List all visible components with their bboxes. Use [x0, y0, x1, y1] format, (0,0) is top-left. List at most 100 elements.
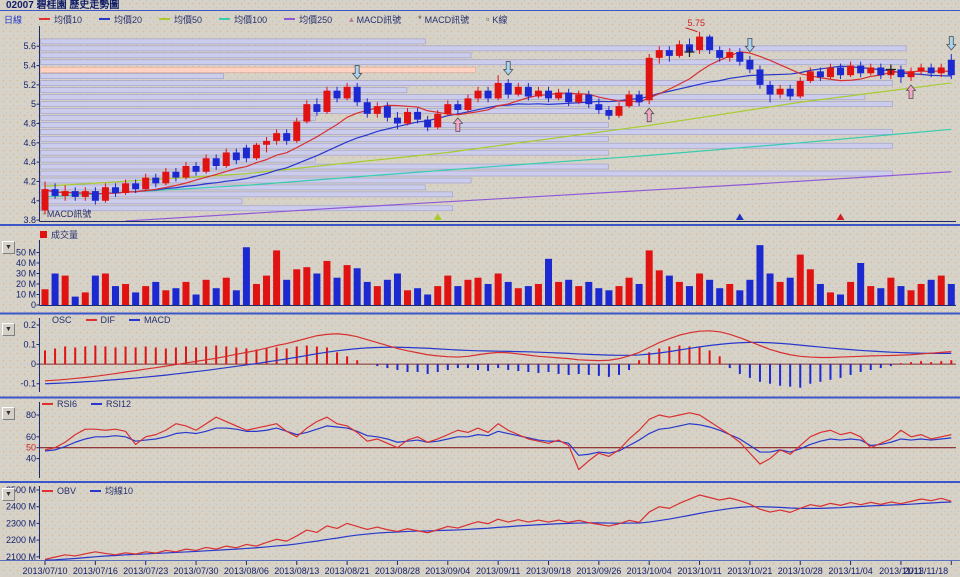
svg-text:40: 40 — [26, 454, 36, 464]
svg-text:0: 0 — [31, 359, 36, 369]
svg-text:4.8: 4.8 — [23, 119, 36, 129]
svg-text:2013/07/23: 2013/07/23 — [123, 566, 168, 576]
svg-text:5.2: 5.2 — [23, 80, 36, 90]
svg-text:2500 M: 2500 M — [6, 485, 36, 495]
date-axis: 2013/07/10 2013/07/16 2013/07/23 2013/07/30… — [22, 561, 952, 576]
svg-text:10 M: 10 M — [16, 290, 36, 300]
legend-ma2-marker-icon — [159, 18, 171, 20]
svg-text:2013/08/13: 2013/08/13 — [274, 566, 319, 576]
legend-signal0: ▴ MACD訊號 — [349, 13, 401, 26]
svg-text:2300 M: 2300 M — [6, 518, 36, 528]
svg-text:2013/09/18: 2013/09/18 — [526, 566, 571, 576]
macd-signal-status: ◦ MACD訊號 — [42, 207, 91, 220]
legend-period: 日線 — [4, 13, 22, 26]
collapse-macd-panel-button[interactable]: ▼ — [2, 323, 15, 336]
svg-text:2100 M: 2100 M — [6, 552, 36, 562]
svg-text:4.2: 4.2 — [23, 176, 36, 186]
svg-text:0.1: 0.1 — [23, 340, 36, 350]
obv-plot — [44, 494, 952, 561]
svg-text:2013/07/10: 2013/07/10 — [22, 566, 67, 576]
legend-macd-dif-marker-icon — [85, 319, 97, 321]
legend-macd-dif-label: DIF — [100, 315, 116, 325]
legend-ma2-label: 均價50 — [174, 14, 203, 25]
svg-text:5.6: 5.6 — [23, 41, 36, 51]
legend-ma0: 均價10 — [39, 13, 82, 26]
svg-text:2013/11/18: 2013/11/18 — [904, 566, 948, 576]
svg-text:5: 5 — [31, 99, 36, 109]
legend-macd-macd-marker-icon — [129, 319, 141, 321]
legend-ma4-marker-icon — [284, 18, 296, 20]
candlesticks — [41, 31, 955, 215]
svg-text:0: 0 — [31, 300, 36, 310]
legend-rsi6: RSI6 — [42, 399, 77, 409]
legend-macd-osc: OSC — [52, 315, 72, 325]
svg-text:60: 60 — [26, 432, 36, 442]
legend-ma0-label: 均價10 — [54, 14, 83, 25]
svg-text:2013/10/21: 2013/10/21 — [727, 566, 772, 576]
legend-signal1-marker-icon: * — [418, 14, 422, 24]
legend-rsi12: RSI12 — [91, 399, 131, 409]
legend-macd-macd: MACD — [129, 315, 171, 325]
svg-text:4.4: 4.4 — [23, 157, 36, 167]
svg-text:2013/11/04: 2013/11/04 — [828, 566, 872, 576]
legend-macd-dif: DIF — [85, 315, 116, 325]
legend-macd-osc-label: OSC — [52, 315, 72, 325]
legend-obv-0: OBV — [42, 486, 76, 496]
svg-text:2013/09/11: 2013/09/11 — [476, 566, 520, 576]
legend-rsi12-label: RSI12 — [106, 399, 132, 409]
macd-status-label: MACD訊號 — [46, 209, 92, 219]
legend-ma4-label: 均價250 — [299, 14, 333, 25]
svg-text:2013/08/06: 2013/08/06 — [224, 566, 269, 576]
legend-signal1-label: MACD訊號 — [424, 14, 470, 25]
legend-signal2-label: K線 — [492, 14, 508, 25]
collapse-obv-panel-button[interactable]: ▼ — [2, 488, 15, 501]
legend-signal0-label: MACD訊號 — [356, 14, 402, 25]
legend-ma3: 均價100 — [219, 13, 267, 26]
signal-markers: 5.75 — [351, 18, 957, 220]
svg-text:2013/08/21: 2013/08/21 — [325, 566, 370, 576]
legend-rsi6-marker-icon — [42, 403, 53, 405]
svg-text:2200 M: 2200 M — [6, 535, 36, 545]
svg-text:0.2: 0.2 — [23, 320, 36, 330]
svg-text:-0.1: -0.1 — [20, 379, 36, 389]
svg-text:50: 50 — [26, 443, 36, 453]
volume-panel-legend: 成交量 — [40, 228, 92, 241]
legend-signal0-marker-icon: ▴ — [349, 13, 354, 24]
macd-plot — [40, 330, 956, 388]
svg-text:5.75: 5.75 — [688, 18, 706, 28]
legend-ma3-label: 均價100 — [234, 14, 268, 25]
obv-panel-legend: OBV 均線10 — [42, 484, 147, 497]
rsi-panel-legend: RSI6 RSI12 — [42, 399, 145, 409]
collapse-volume-panel-button[interactable]: ▼ — [2, 241, 15, 254]
legend-ma4: 均價250 — [284, 13, 332, 26]
legend-volume: 成交量 — [40, 228, 78, 241]
svg-text:80: 80 — [26, 410, 36, 420]
legend-signal2-marker-icon: ▫ — [486, 14, 490, 24]
svg-text:2013/08/28: 2013/08/28 — [375, 566, 420, 576]
collapse-rsi-panel-button[interactable]: ▼ — [2, 407, 15, 420]
macd-panel-legend: OSC DIF MACD — [52, 315, 185, 325]
legend-ma3-marker-icon — [219, 18, 231, 20]
svg-text:2013/09/04: 2013/09/04 — [425, 566, 470, 576]
legend-signal1: * MACD訊號 — [418, 13, 469, 26]
legend-rsi12-marker-icon — [91, 403, 103, 405]
svg-text:2013/10/11: 2013/10/11 — [677, 566, 721, 576]
svg-text:4: 4 — [31, 196, 36, 206]
main-chart-legend: 日線 均價10 均價20 均價50 均價100 均價250 ▴ MACD訊號 * MACD訊號 ▫ K… — [4, 13, 524, 25]
moving-average-lines — [44, 51, 952, 222]
volume-profile-bars — [40, 38, 907, 212]
legend-volume-swatch-icon — [40, 231, 47, 238]
legend-rsi6-label: RSI6 — [57, 399, 78, 409]
legend-obv-1-label: 均線10 — [105, 486, 134, 496]
legend-period-label: 日線 — [4, 14, 23, 25]
legend-volume-label: 成交量 — [51, 230, 79, 240]
svg-text:2013/09/26: 2013/09/26 — [576, 566, 621, 576]
svg-text:30 M: 30 M — [16, 269, 36, 279]
legend-macd-macd-label: MACD — [144, 315, 171, 325]
status-marker-icon: ◦ — [42, 209, 45, 218]
svg-text:4.6: 4.6 — [23, 138, 36, 148]
svg-text:2013/07/30: 2013/07/30 — [174, 566, 219, 576]
svg-text:2013/07/16: 2013/07/16 — [73, 566, 118, 576]
legend-signal2: ▫ K線 — [486, 13, 507, 26]
